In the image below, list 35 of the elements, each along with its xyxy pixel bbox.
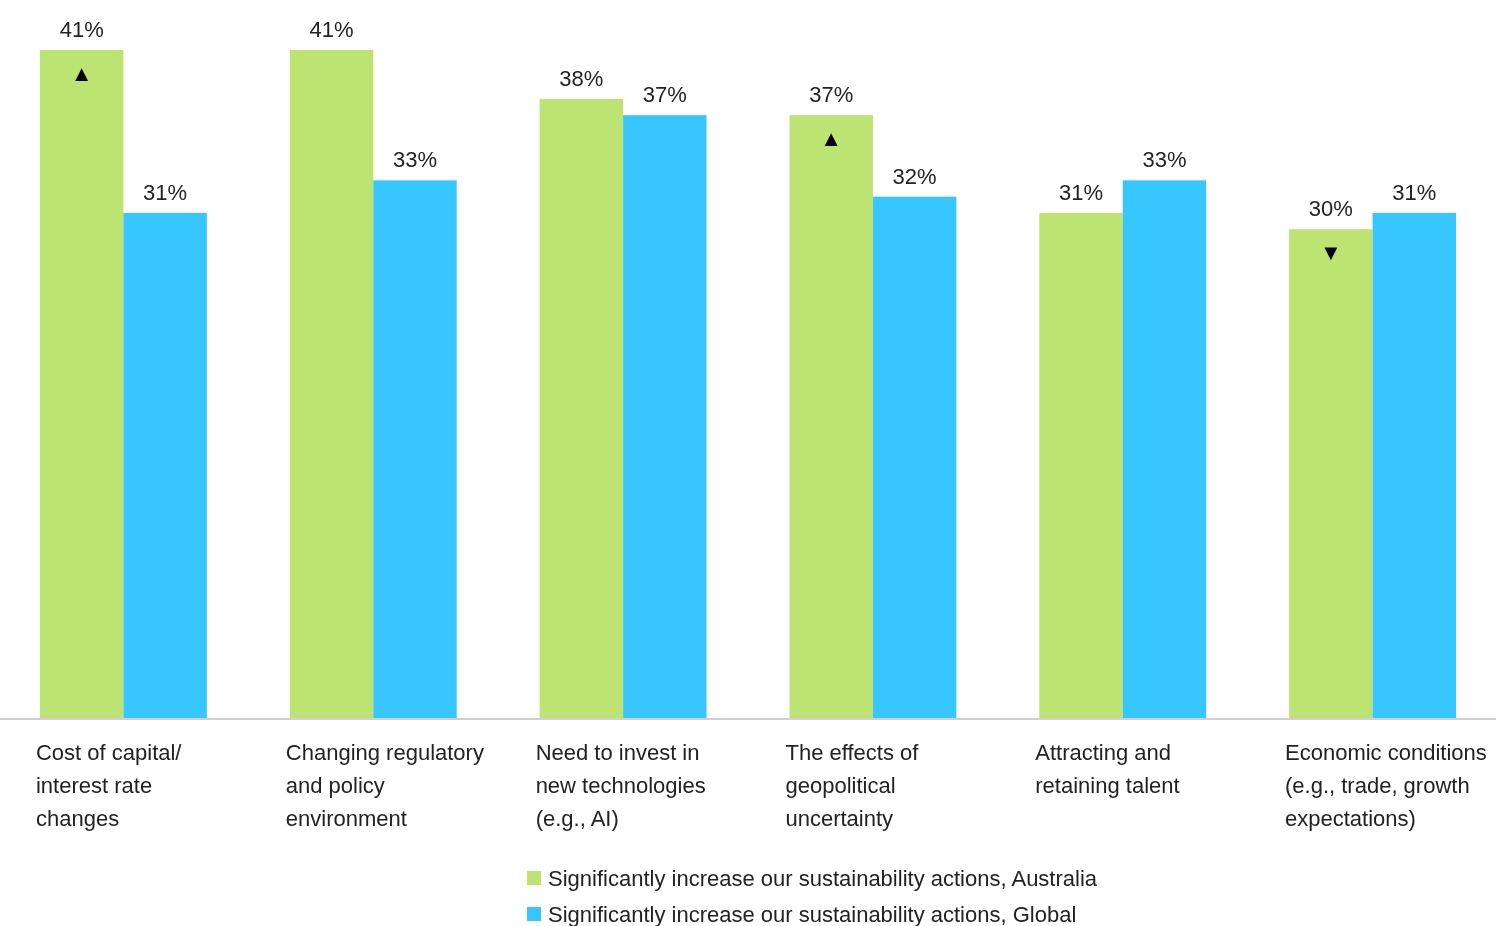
x-tick-label: Need to invest in new technologies (e.g., AI): [535, 740, 706, 831]
bar: [872, 196, 957, 718]
data-label: 41%: [309, 17, 354, 42]
legend-label: Significantly increase our sustainability actions, Australia: [548, 866, 1098, 891]
data-label: 31%: [1059, 179, 1104, 205]
bar: [123, 212, 207, 718]
bar: [1122, 180, 1207, 718]
bar: [289, 50, 374, 718]
data-label: 41%: [59, 17, 104, 42]
x-tick-label: Changing regulatory and policy environment: [285, 740, 484, 831]
annotation: ▼: [1319, 240, 1342, 265]
bar: [623, 115, 707, 718]
bar: [1289, 229, 1373, 718]
data-label: 37%: [642, 82, 687, 108]
x-tick-label: Economic conditions (e.g., trade, growth expectations): [1285, 740, 1487, 831]
bar: [1372, 212, 1457, 718]
legend-label: Significantly increase our sustainability actions, Global: [548, 902, 1077, 926]
bar: [789, 115, 873, 718]
data-label: 32%: [892, 163, 937, 189]
data-label: 37%: [809, 82, 854, 108]
x-tick-label: Cost of capital/ interest rate changes: [35, 740, 183, 831]
annotation: ▲: [820, 126, 843, 151]
data-label: 33%: [392, 147, 437, 173]
data-label: 31%: [1392, 179, 1437, 205]
annotation: ▲: [70, 61, 93, 86]
x-tick-label: Attracting and retaining talent: [1035, 740, 1180, 798]
x-tick-label: The effects of geopolitical uncertainty: [785, 740, 920, 831]
bar: [1039, 212, 1123, 718]
data-label: 30%: [1308, 196, 1353, 222]
data-label: 33%: [1142, 147, 1187, 173]
bar: [373, 180, 457, 718]
data-label: 31%: [143, 179, 188, 205]
bar: [39, 50, 124, 718]
bar: [539, 98, 624, 718]
data-label: 38%: [559, 65, 604, 91]
